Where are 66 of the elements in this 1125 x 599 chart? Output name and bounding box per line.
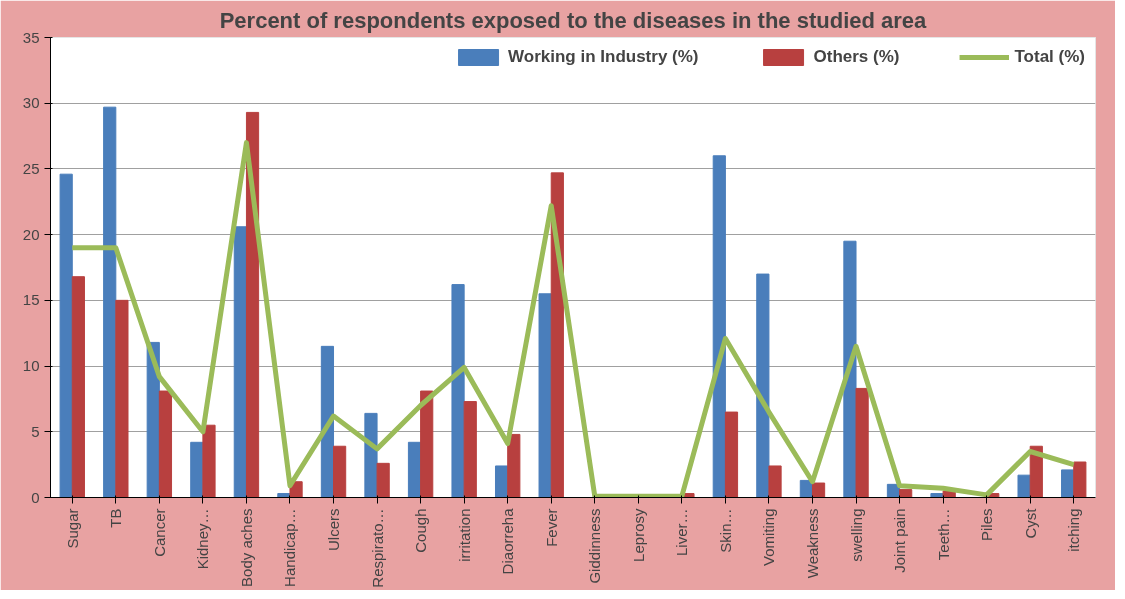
bar: [724, 411, 739, 498]
bar: [811, 482, 826, 498]
bar: [451, 284, 465, 498]
bar: [538, 293, 552, 498]
y-tick-label: 0: [31, 488, 40, 506]
x-tick-label: Vomiting: [760, 508, 778, 567]
x-tick-label: Cancer: [150, 508, 168, 557]
y-tick-label: 5: [31, 422, 40, 440]
x-tick-label: Diaorreha: [499, 507, 517, 575]
x-tick-label: Handicap…: [281, 508, 299, 587]
x-tick-label: Leprosy: [629, 508, 647, 562]
bar: [756, 273, 770, 498]
chart-title: Percent of respondents exposed to the diseases in the studied area: [219, 7, 928, 33]
x-tick-label: Giddinness: [586, 508, 604, 584]
x-tick-label: Ulcers: [325, 508, 343, 551]
x-tick-label: Piles: [978, 508, 996, 542]
y-tick-label: 25: [22, 159, 40, 177]
bar: [463, 401, 477, 498]
x-tick-label: Sugar: [63, 508, 81, 549]
bar: [712, 155, 726, 498]
x-tick-label: Skin…: [716, 508, 734, 553]
bar: [71, 276, 85, 498]
bar: [843, 240, 857, 498]
x-tick-label: TB: [107, 508, 125, 528]
x-tick-label: Cyst: [1021, 507, 1039, 539]
x-tick-label: itching: [1065, 508, 1083, 552]
y-tick-label: 15: [22, 291, 40, 309]
bar: [407, 441, 422, 498]
x-tick-label: Cough: [412, 508, 430, 553]
x-tick-label: Teeth…: [934, 508, 952, 561]
bar: [376, 462, 390, 498]
bar: [1061, 469, 1075, 498]
legend-label: Others (%): [813, 47, 900, 67]
x-tick-label: Liver…: [673, 508, 691, 557]
x-tick-label: Weakness: [803, 508, 821, 579]
bar: [190, 441, 204, 498]
y-tick-label: 10: [22, 357, 40, 375]
bar: [103, 106, 117, 498]
x-tick-label: Joint pain: [891, 508, 909, 573]
x-tick-label: irritation: [455, 508, 473, 562]
x-tick-label: Body aches: [237, 508, 255, 587]
y-tick-label: 20: [22, 225, 40, 243]
legend-label: Total (%): [1014, 47, 1085, 67]
bar: [768, 465, 782, 498]
bar: [333, 445, 347, 498]
bar: [1017, 474, 1031, 498]
x-tick-label: swelling: [847, 508, 865, 562]
bar: [233, 226, 247, 498]
bar: [364, 412, 378, 498]
bar: [855, 387, 869, 498]
x-tick-label: Fever: [542, 508, 560, 547]
bar: [495, 465, 509, 498]
bar: [420, 390, 434, 498]
bar: [1073, 461, 1087, 498]
x-tick-label: Respirato…: [368, 508, 386, 588]
bar: [59, 173, 73, 498]
legend-label: Working in Industry (%): [508, 47, 699, 67]
y-tick-label: 30: [22, 94, 40, 112]
bar: [320, 345, 335, 498]
bar: [158, 390, 173, 498]
bar: [899, 489, 913, 498]
y-tick-label: 35: [22, 28, 40, 46]
bar: [202, 424, 216, 498]
bar: [115, 299, 129, 498]
bar: [507, 433, 521, 498]
x-tick-label: Kidney…: [194, 508, 212, 570]
